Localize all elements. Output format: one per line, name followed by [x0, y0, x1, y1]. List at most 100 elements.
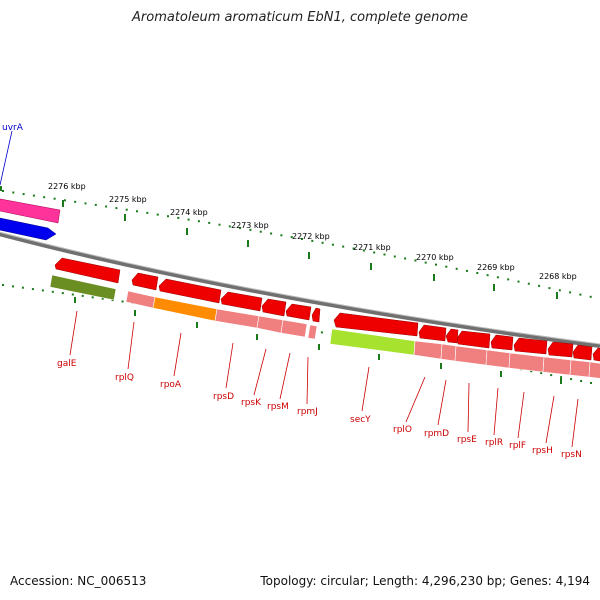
gene-label-rpsE: rpsE [457, 435, 477, 445]
ruler-tick-dot [570, 378, 573, 381]
ruler-tick-dot [538, 284, 541, 287]
ruler-tick-dot [32, 194, 35, 197]
ruler-tick-dot [540, 372, 543, 375]
ruler-tick-dot [31, 288, 34, 291]
gene-label-secY: secY [350, 415, 371, 425]
ruler-tick-dot [218, 223, 221, 226]
ruler-tick-dot [352, 247, 355, 250]
ruler-tick-dot [342, 245, 345, 248]
ruler-tick-dot [311, 239, 314, 242]
ruler-tick-dot [94, 203, 97, 206]
cds-rpsE [456, 330, 491, 349]
ruler-tick-dot [383, 253, 386, 256]
cds-forward-magenta [0, 198, 61, 224]
ruler-tick-dot [548, 287, 551, 290]
ruler-tick-dot [517, 280, 520, 283]
ruler-label: 2274 kbp [170, 208, 208, 217]
ruler-tick-dot [105, 205, 108, 208]
cds-rpsM [285, 303, 312, 321]
ruler-label: 2269 kbp [477, 263, 515, 272]
cog-next [588, 361, 600, 379]
ruler-tick-dot [115, 207, 118, 210]
cds-rpsK [261, 298, 287, 317]
genome-backbone [0, 232, 600, 348]
cds-rplR [490, 334, 514, 351]
cog-track [49, 274, 600, 379]
gene-label-rplO: rplO [393, 425, 412, 435]
gene-label-rpsM: rpsM [267, 402, 289, 412]
ruler-tick-dot [91, 296, 94, 299]
cds-rplF [513, 337, 548, 355]
reverse-cds-track [54, 257, 600, 362]
gene-label-rplF: rplF [509, 441, 526, 451]
cog-rpsK [256, 315, 284, 334]
gene-label-rpsH: rpsH [532, 446, 553, 456]
gene-label-rpmD: rpmD [424, 429, 449, 439]
cds-rpsD [220, 291, 263, 312]
gene-label-rplQ: rplQ [115, 373, 134, 383]
ruler-tick-dot [84, 202, 87, 205]
cds-rpoA [158, 278, 222, 304]
gene-label-rpsK: rpsK [241, 398, 262, 408]
ruler-tick-dot [486, 274, 489, 277]
ruler-tick-dot [249, 228, 252, 231]
ruler-tick-dot [414, 259, 417, 262]
ruler-tick-dot [239, 227, 242, 230]
ruler-tick-dot [136, 210, 138, 213]
ruler-tick-dot [290, 236, 293, 239]
cds-rpsN [572, 344, 593, 361]
ruler-tick-dot [61, 292, 64, 295]
accession-text: Accession: NC_006513 [10, 574, 147, 588]
cds-rpmD [445, 328, 459, 344]
ruler-tick-dot [187, 218, 190, 221]
ruler-tick-dot [550, 374, 553, 377]
ruler-tick-dot [12, 191, 15, 194]
ruler-tick-dot [362, 249, 365, 252]
ruler-tick-dot [560, 376, 563, 379]
ruler-tick-dot [507, 278, 510, 281]
ruler-tick-dot [476, 272, 479, 274]
ruler-tick-dot [530, 370, 533, 373]
ruler-label: 2270 kbp [416, 253, 454, 262]
ruler-label: 2272 kbp [292, 232, 330, 241]
figure-title: Aromatoleum aromaticum EbN1, complete ge… [132, 10, 468, 25]
ruler-tick-dot [228, 225, 231, 228]
ruler-tick-dot [22, 193, 25, 196]
ruler-tick-dot [496, 276, 499, 279]
cog-rplR [485, 349, 511, 369]
leader-lines [0, 130, 579, 448]
ruler-label: 2273 kbp [231, 221, 269, 230]
ruler-tick-dot [208, 221, 211, 224]
ruler-tick-dot [466, 269, 468, 272]
ruler-tick-dot [424, 261, 427, 264]
cds-galE [54, 257, 121, 284]
ruler-tick-dot [373, 251, 376, 254]
gene-label-rpsD: rpsD [213, 392, 234, 402]
ruler-label: 2276 kbp [48, 182, 86, 191]
ruler-tick-dot [580, 380, 583, 382]
ruler-tick-dot [177, 216, 180, 219]
ruler-tick-dot [589, 295, 592, 298]
cog-rpmD [440, 343, 457, 362]
ruler-tick-dot [301, 238, 303, 240]
ruler-tick-dot [331, 243, 334, 246]
ruler-label: 2268 kbp [539, 272, 577, 281]
ruler-tick-dot [121, 300, 124, 303]
ruler-tick-dot [2, 190, 4, 192]
ruler-tick-dot [280, 234, 283, 237]
ruler-tick-dot [320, 331, 323, 334]
ruler-tick-dot [579, 293, 582, 296]
gene-label-rpsN: rpsN [561, 450, 582, 460]
ruler-tick-dot [527, 282, 530, 285]
ruler-label: 2271 kbp [353, 243, 391, 252]
ruler-tick-dot [590, 382, 592, 384]
ruler-tick-dot [197, 220, 200, 223]
ruler-tick-dot [41, 289, 44, 292]
cog-rpsH [542, 356, 572, 376]
cog-rplQ [125, 290, 156, 309]
ruler-tick-dot [558, 289, 561, 292]
cds-rpmJ [311, 307, 321, 323]
ruler-tick-dot [167, 215, 169, 218]
cog-rpsN [569, 359, 591, 378]
